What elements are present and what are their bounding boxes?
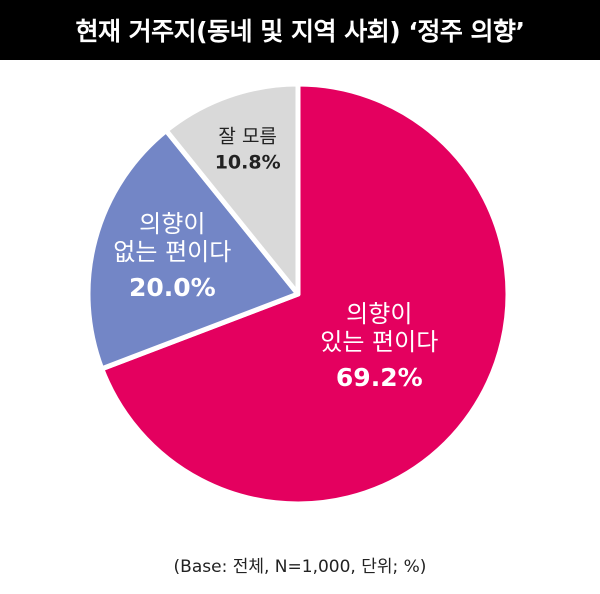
chart-title: 현재 거주지(동네 및 지역 사회) ‘정주 의향’ [0, 0, 600, 60]
slice-label: 의향이 [139, 210, 205, 238]
pie-slice [85, 128, 301, 372]
slice-label: 없는 편이다 [113, 238, 231, 266]
slice-label: 의향이 [346, 300, 412, 328]
slice-value-label: 20.0% [129, 273, 216, 302]
slice-label: 있는 편이다 [320, 328, 438, 356]
pie-chart-area: 의향이 있는 편이다 69.2% 의향이 없는 편이다 20.0% 잘 모름 10.8% [0, 60, 600, 550]
slice-value-label: 10.8% [215, 151, 281, 173]
slice-label: 잘 모름 [218, 125, 276, 147]
pie-slice [99, 81, 511, 507]
base-note: (Base: 전체, N=1,000, 단위; %) [173, 557, 427, 577]
pie-slice [163, 81, 301, 297]
slice-value-label: 69.2% [336, 363, 423, 392]
